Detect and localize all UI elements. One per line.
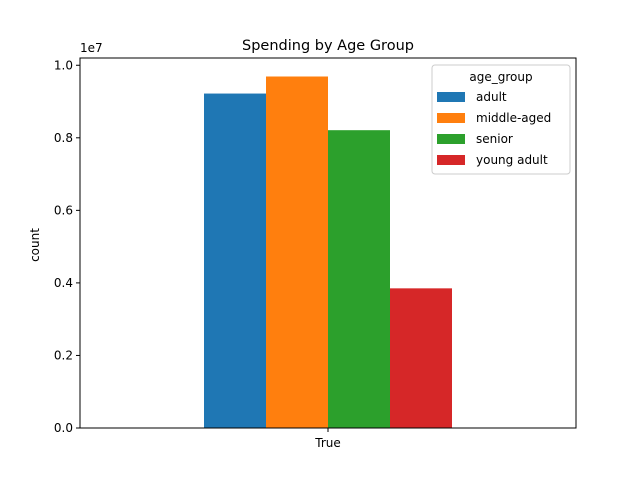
- y-axis-label: count: [28, 228, 42, 262]
- legend-box: [431, 64, 571, 175]
- legend-swatch: [437, 113, 465, 123]
- legend-swatch: [437, 155, 465, 165]
- y-tick-label: 0.0: [54, 421, 73, 435]
- y-tick-label: 0.6: [54, 203, 73, 217]
- legend-label: senior: [476, 132, 513, 146]
- chart-title: Spending by Age Group: [242, 38, 414, 54]
- bar-young-adult: [390, 288, 452, 428]
- legend-label: adult: [476, 90, 507, 104]
- axes: 0.0 0.2 0.4 0.6 0.8 1.0 True: [54, 57, 577, 450]
- y-tick-label: 0.4: [54, 276, 73, 290]
- y-axis-scale-label: 1e7: [80, 41, 103, 55]
- bars-group: [204, 76, 452, 429]
- bar-senior: [328, 130, 390, 428]
- y-tick-label: 1.0: [54, 58, 73, 72]
- bar-middle-aged: [266, 76, 328, 428]
- legend-title: age_group: [469, 70, 532, 84]
- legend-swatch: [437, 92, 465, 102]
- legend-label: young adult: [476, 153, 548, 167]
- legend-swatch: [437, 134, 465, 144]
- y-tick-label: 0.2: [54, 348, 73, 362]
- x-tick-label: True: [314, 436, 341, 450]
- y-tick-label: 0.8: [54, 131, 73, 145]
- bar-adult: [204, 93, 266, 429]
- legend-label: middle-aged: [476, 111, 551, 125]
